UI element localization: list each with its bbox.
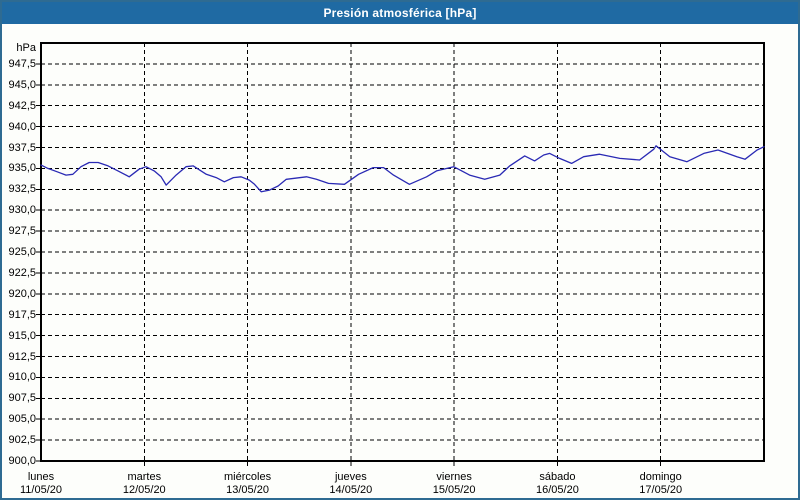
pressure-series-line xyxy=(40,145,765,193)
y-axis-unit-label: hPa xyxy=(16,42,36,54)
title-bar: Presión atmosférica [hPa] xyxy=(2,2,798,24)
chart-title: Presión atmosférica [hPa] xyxy=(323,6,477,20)
